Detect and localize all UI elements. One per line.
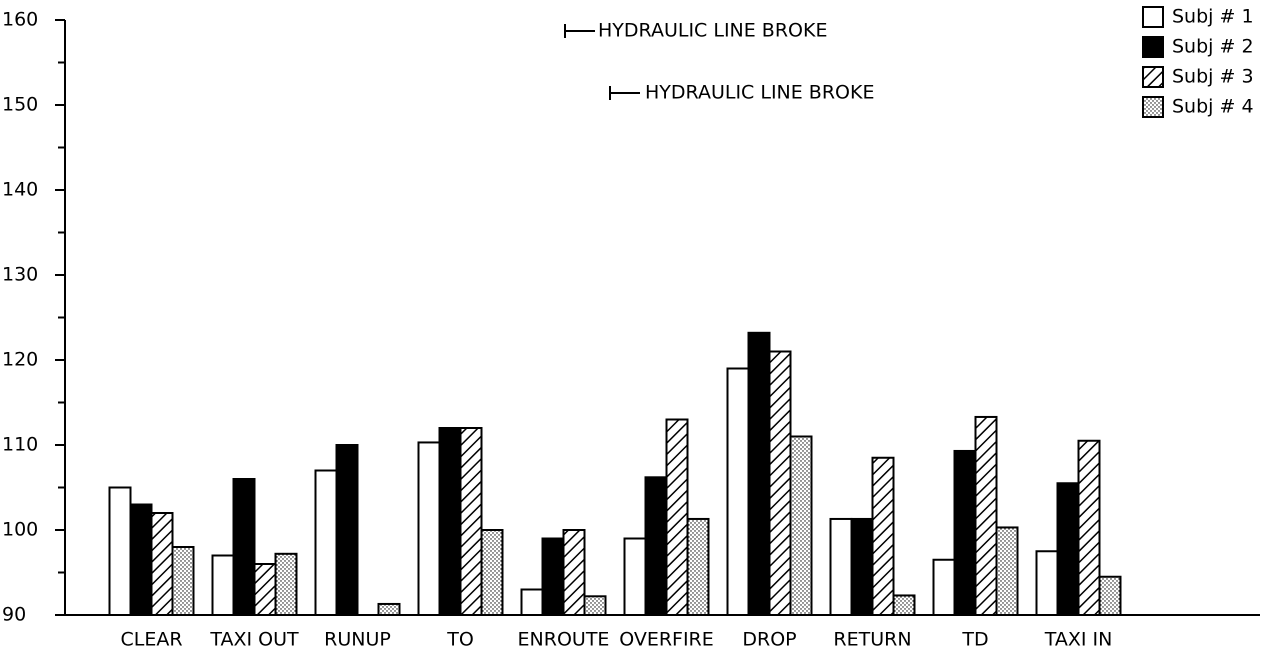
bar — [562, 529, 586, 616]
bar — [417, 441, 441, 617]
bar — [150, 512, 174, 616]
bar — [171, 546, 195, 616]
annotation-marker — [609, 86, 640, 100]
x-tick-label: RETURN — [833, 629, 911, 651]
bar — [520, 588, 544, 616]
annotation-text: HYDRAULIC LINE BROKE — [645, 82, 874, 104]
legend-label: Subj # 3 — [1172, 66, 1254, 88]
bar — [232, 478, 256, 616]
annotation-text: HYDRAULIC LINE BROKE — [598, 20, 827, 42]
bar — [850, 517, 874, 617]
bar — [253, 563, 277, 616]
legend-swatch — [1142, 36, 1164, 58]
y-tick-label: 120 — [2, 349, 38, 371]
bar — [644, 476, 668, 616]
bar — [314, 469, 338, 616]
legend-swatch — [1142, 6, 1164, 28]
legend-label: Subj # 1 — [1172, 6, 1254, 28]
y-tick-label: 100 — [2, 519, 38, 541]
x-tick-label: TAXI IN — [1044, 629, 1113, 651]
y-tick-label: 90 — [2, 604, 26, 626]
bar — [665, 418, 689, 616]
bar — [726, 367, 750, 616]
bar — [480, 529, 504, 616]
bar — [129, 503, 153, 616]
x-tick-label: OVERFIRE — [619, 629, 714, 651]
bar — [541, 537, 565, 616]
bar — [274, 552, 298, 616]
bar — [932, 558, 956, 616]
bar — [1098, 575, 1122, 616]
x-tick-label: TD — [961, 629, 988, 651]
y-tick-label: 140 — [2, 179, 38, 201]
x-tick-label: TAXI OUT — [209, 629, 299, 651]
bar — [829, 517, 853, 617]
bar — [1056, 482, 1080, 616]
x-tick-label: TO — [446, 629, 474, 651]
bar — [871, 456, 895, 616]
bar — [623, 537, 647, 616]
bar — [995, 526, 1019, 617]
y-tick-label: 160 — [2, 9, 38, 31]
annotation-marker — [564, 24, 595, 38]
y-tick-label: 110 — [2, 434, 38, 456]
legend-label: Subj # 2 — [1172, 36, 1254, 58]
x-tick-label: ENROUTE — [518, 629, 610, 651]
bar — [747, 331, 771, 616]
bar — [953, 449, 977, 617]
bar — [377, 602, 401, 617]
bar — [335, 444, 359, 616]
bar — [1077, 439, 1101, 616]
bar — [974, 415, 998, 617]
legend-label: Subj # 4 — [1172, 96, 1254, 118]
x-tick-label: DROP — [742, 629, 796, 651]
bar — [583, 595, 607, 616]
bar — [892, 594, 916, 617]
bar — [108, 486, 132, 616]
bar — [211, 554, 235, 616]
annotation: HYDRAULIC LINE BROKE — [564, 20, 827, 42]
x-tick-label: RUNUP — [324, 629, 391, 651]
y-tick-label: 130 — [2, 264, 38, 286]
y-tick-label: 150 — [2, 94, 38, 116]
annotation: HYDRAULIC LINE BROKE — [609, 82, 874, 104]
bar — [438, 427, 462, 616]
legend-swatch — [1142, 96, 1164, 118]
bar — [789, 435, 813, 616]
bar — [1035, 550, 1059, 616]
bar — [768, 350, 792, 616]
bar — [686, 517, 710, 617]
x-tick-label: CLEAR — [120, 629, 182, 651]
legend-swatch — [1142, 66, 1164, 88]
bar — [459, 427, 483, 616]
